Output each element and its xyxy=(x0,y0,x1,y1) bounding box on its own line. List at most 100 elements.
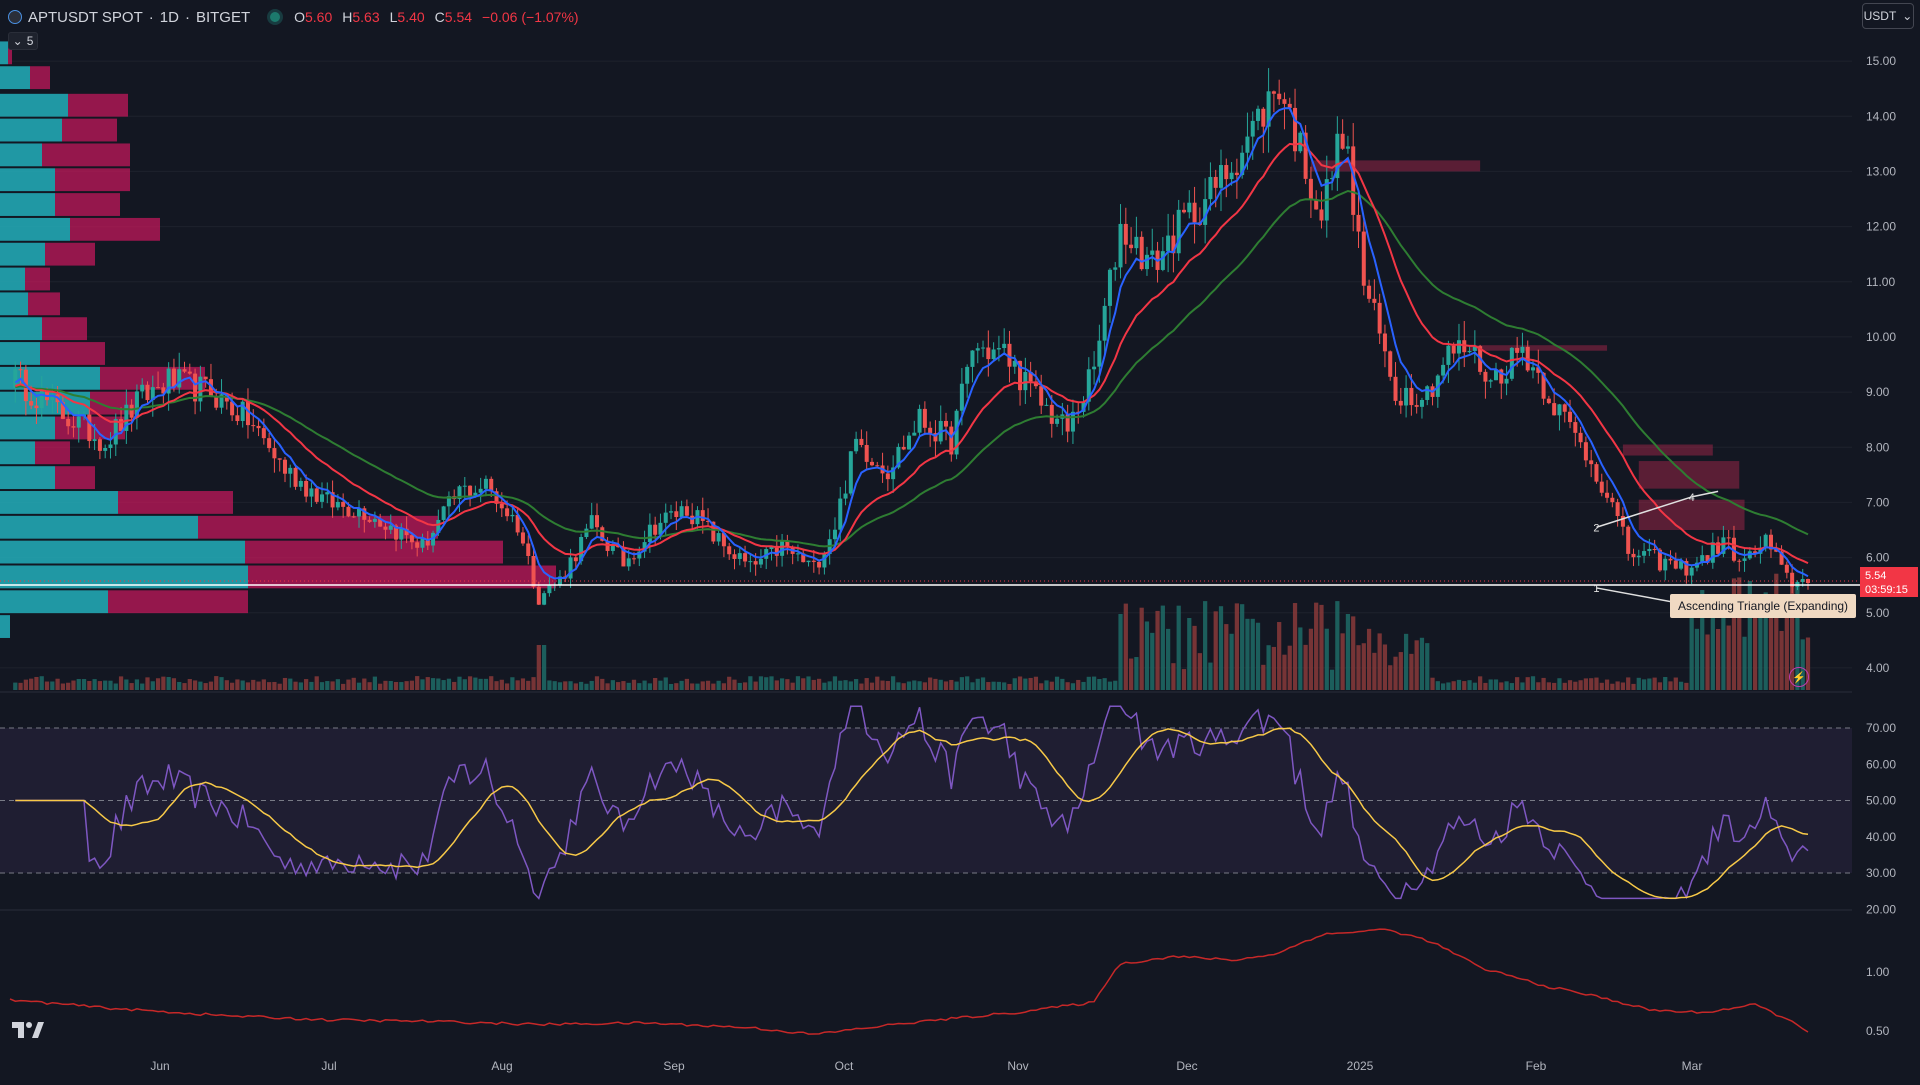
candle-body xyxy=(1361,231,1366,286)
volume-bar xyxy=(1790,586,1795,690)
candle-body xyxy=(579,537,584,562)
candle-body xyxy=(811,560,816,562)
volume-bar xyxy=(1134,657,1139,690)
candle-body xyxy=(134,391,139,418)
lightning-icon[interactable]: ⚡ xyxy=(1789,667,1809,687)
candle-body xyxy=(224,394,229,402)
candle-body xyxy=(1610,497,1615,503)
candle-body xyxy=(785,541,790,547)
volume-bar xyxy=(1530,676,1536,690)
currency-select[interactable]: USDT ⌄ xyxy=(1862,3,1914,29)
volume-bar xyxy=(779,678,785,690)
volume-bar xyxy=(341,683,346,690)
candle-body xyxy=(1509,347,1514,379)
interval-label[interactable]: 1D xyxy=(159,8,179,26)
candle-body xyxy=(1652,548,1657,550)
candle-body xyxy=(642,542,647,552)
high-value: 5.63 xyxy=(352,9,380,25)
volume-bar xyxy=(1578,680,1583,690)
candle-body xyxy=(1218,165,1224,188)
volume-bar xyxy=(1710,611,1715,690)
candle-body xyxy=(1742,558,1747,561)
candle-body xyxy=(589,515,594,529)
volume-bar xyxy=(1287,645,1292,690)
candle-body xyxy=(531,555,536,587)
volume-bar xyxy=(838,680,843,690)
volume-bar xyxy=(1282,654,1287,690)
symbol-logo-icon xyxy=(8,10,22,24)
volume-bar xyxy=(1610,683,1615,690)
header-separator: · xyxy=(184,8,190,26)
symbol-name[interactable]: APTUSDT SPOT xyxy=(28,8,143,26)
volume-bar xyxy=(1187,617,1192,690)
volume-bar xyxy=(478,678,483,690)
volume-profile-buy-bar xyxy=(0,217,70,241)
volume-bar xyxy=(1409,653,1414,690)
volume-bar xyxy=(1509,683,1514,690)
volume-bar xyxy=(854,679,859,690)
volume-bar xyxy=(1171,663,1176,690)
candle-body xyxy=(1451,345,1456,354)
candle-body xyxy=(383,526,388,530)
volume-bar xyxy=(806,676,811,690)
candle-body xyxy=(304,480,309,497)
candle-body xyxy=(764,549,769,559)
volume-bar xyxy=(224,680,229,690)
volume-bar xyxy=(1731,578,1737,690)
supply-zone xyxy=(1622,444,1713,456)
symbol-header[interactable]: APTUSDT SPOT · 1D · BITGET O5.60 H5.63 L… xyxy=(8,6,579,28)
volume-bar xyxy=(616,682,621,690)
candle-body xyxy=(1578,432,1583,443)
candle-body xyxy=(1240,152,1245,176)
volume-bar xyxy=(520,678,526,690)
volume-bar xyxy=(594,676,600,690)
price-axis-label: 6.00 xyxy=(1866,551,1890,565)
volume-bar xyxy=(1472,682,1477,690)
rsi-axis-label: 30.00 xyxy=(1866,866,1896,880)
volume-bar xyxy=(1747,580,1752,690)
volume-bar xyxy=(1753,603,1758,690)
volume-bar xyxy=(457,676,462,690)
volume-bar xyxy=(1451,681,1456,690)
indicators-collapse-button[interactable]: ⌄ 5 xyxy=(8,32,38,50)
volume-bar xyxy=(785,679,790,690)
price-axis-label: 8.00 xyxy=(1866,440,1890,454)
volume-bar xyxy=(1314,602,1319,690)
candle-body xyxy=(658,522,663,535)
candle-body xyxy=(1330,178,1335,180)
candle-body xyxy=(1768,534,1773,550)
candle-body xyxy=(1224,165,1229,180)
volume-bar xyxy=(378,683,383,690)
volume-bar xyxy=(822,682,827,690)
candle-body xyxy=(1710,542,1715,563)
price-axis-label: 10.00 xyxy=(1866,330,1896,344)
volume-bar xyxy=(208,681,214,690)
high-label: H xyxy=(342,9,353,25)
candle-body xyxy=(817,561,822,568)
tradingview-logo-icon[interactable] xyxy=(12,1020,44,1040)
volume-bar xyxy=(76,678,81,690)
candle-body xyxy=(1144,254,1149,270)
candle-body xyxy=(483,478,488,489)
volume-bar xyxy=(737,682,742,690)
volume-profile-sell-bar xyxy=(68,93,128,117)
volume-bar xyxy=(663,677,668,690)
candle-body xyxy=(76,416,81,428)
volume-bar xyxy=(1335,601,1340,690)
candle-body xyxy=(362,508,367,520)
candle-body xyxy=(1377,302,1382,334)
pattern-label[interactable]: Ascending Triangle (Expanding) xyxy=(1670,594,1856,618)
volume-bar xyxy=(1060,678,1065,690)
volume-bar xyxy=(1070,683,1076,690)
candle-body xyxy=(335,501,340,508)
candle-body xyxy=(610,544,615,551)
volume-bar xyxy=(557,682,563,690)
candle-body xyxy=(959,383,964,411)
candle-body xyxy=(1150,250,1155,255)
volume-bar xyxy=(92,679,97,690)
ratio-axis-label: 0.50 xyxy=(1866,1024,1890,1038)
volume-bar xyxy=(272,681,277,690)
volume-bar xyxy=(843,680,848,690)
